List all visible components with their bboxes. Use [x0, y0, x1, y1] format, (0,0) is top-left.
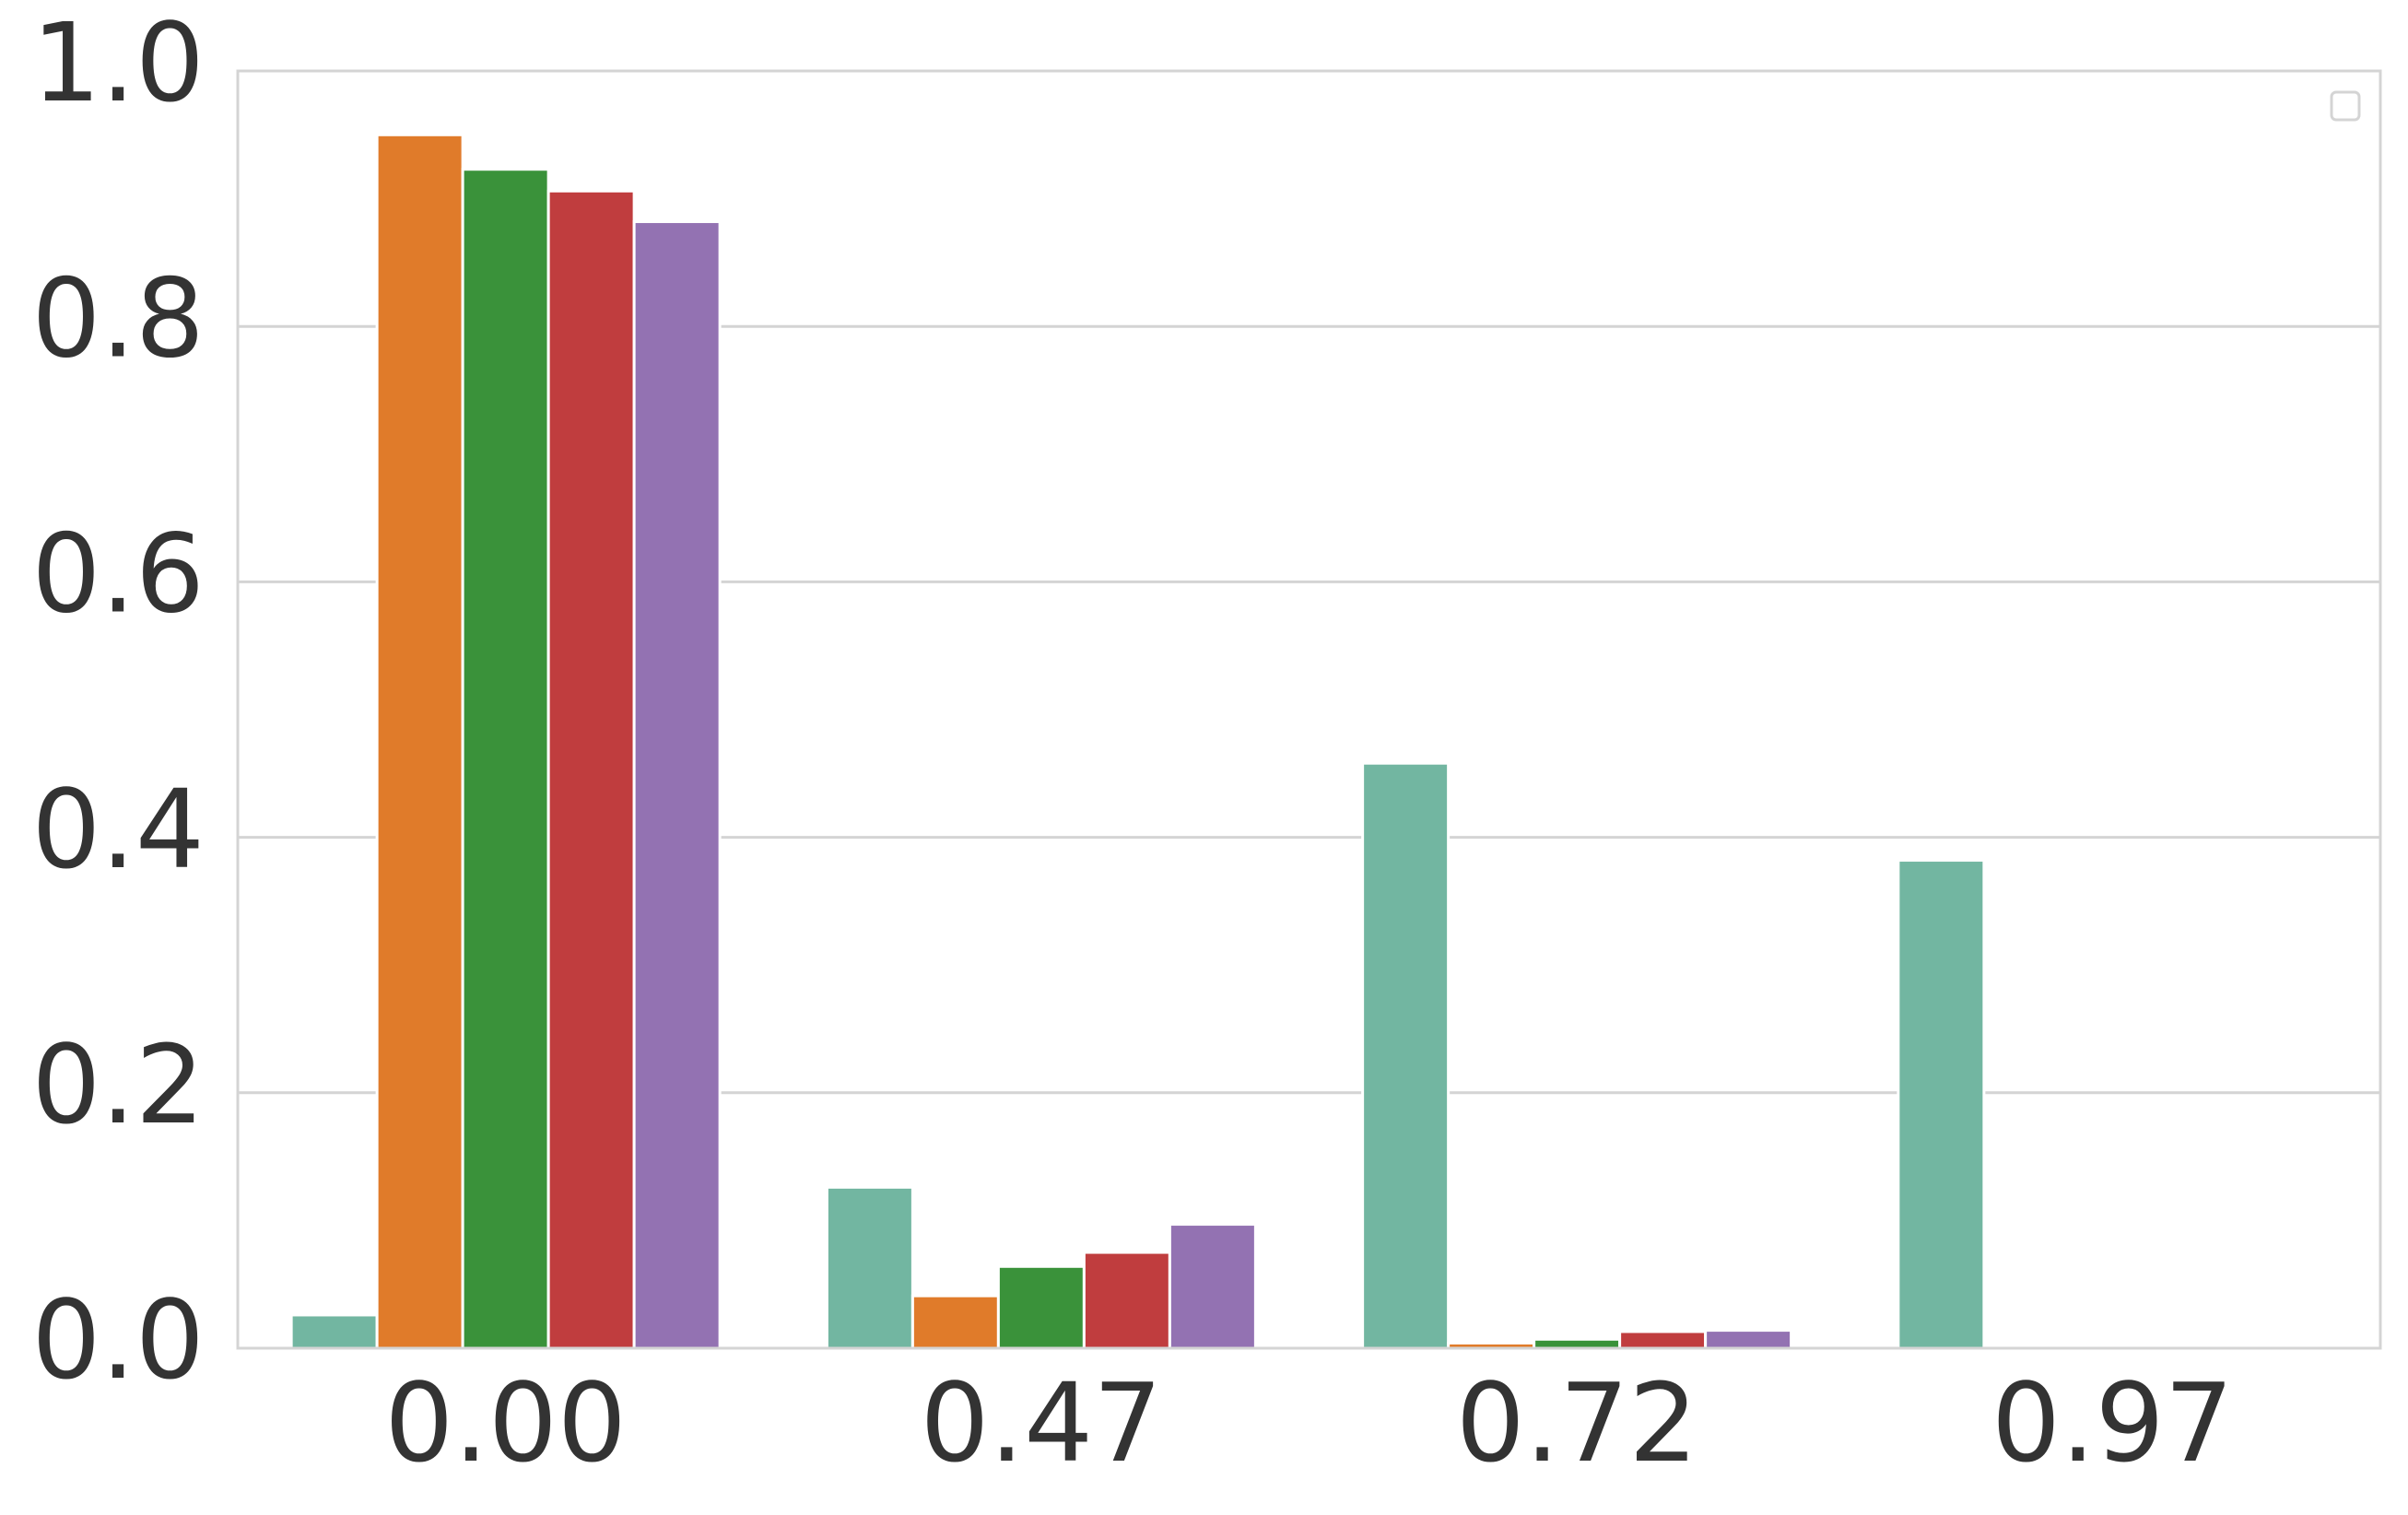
bar — [1897, 859, 1986, 1350]
bar — [1168, 1223, 1257, 1350]
bar — [1704, 1329, 1793, 1350]
y-tick-label: 0.0 — [31, 1276, 205, 1403]
y-tick-label: 0.6 — [31, 511, 205, 638]
y-tick-label: 0.2 — [31, 1021, 205, 1148]
bar — [825, 1185, 914, 1350]
bar — [375, 133, 464, 1350]
bar — [910, 1294, 1000, 1350]
bar — [996, 1264, 1086, 1350]
plot-frame — [236, 69, 2382, 1350]
y-tick-label: 1.0 — [31, 0, 205, 126]
bar — [1618, 1330, 1708, 1350]
bar — [1361, 761, 1451, 1350]
y-tick-label: 0.8 — [31, 254, 205, 382]
x-tick-label: 0.00 — [384, 1359, 627, 1486]
legend-box — [2330, 90, 2361, 122]
bar — [289, 1313, 379, 1350]
bar — [632, 220, 722, 1350]
y-tick-label: 0.4 — [31, 766, 205, 893]
bar — [546, 189, 636, 1350]
x-tick-label: 0.72 — [1456, 1359, 1698, 1486]
bars — [289, 133, 1986, 1350]
x-tick-label: 0.47 — [921, 1359, 1163, 1486]
x-tick-label: 0.97 — [1991, 1359, 2234, 1486]
bar — [1082, 1251, 1171, 1350]
bar — [461, 168, 550, 1350]
